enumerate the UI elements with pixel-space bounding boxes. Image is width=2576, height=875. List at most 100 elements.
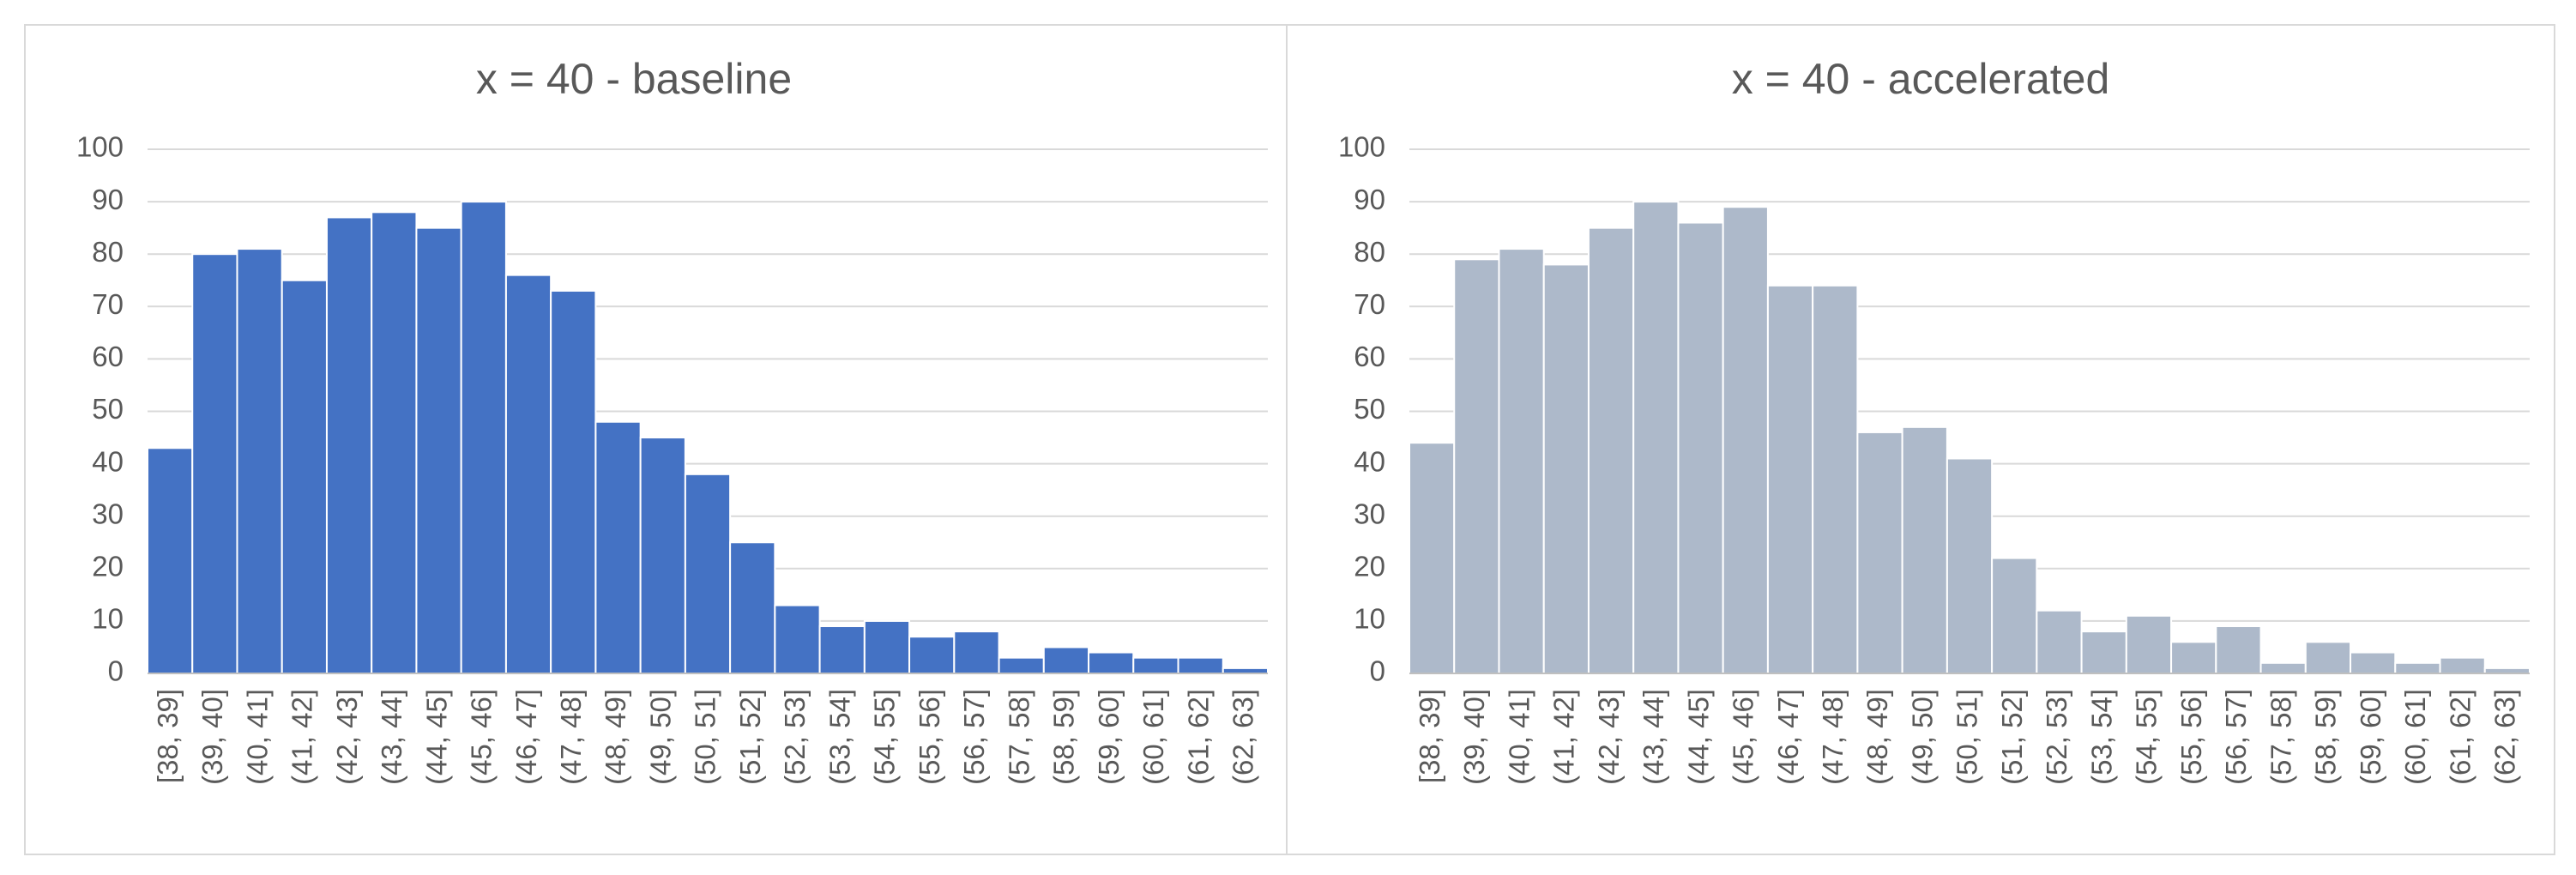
x-tick-label: (55, 56] xyxy=(2175,689,2207,785)
x-tick-label: (52, 53] xyxy=(2041,689,2072,785)
x-tick-label: (46, 47] xyxy=(1772,689,1804,785)
x-tick-label: (41, 42] xyxy=(287,689,318,785)
x-tick-label: (44, 45] xyxy=(420,689,452,785)
bar xyxy=(1722,206,1769,674)
x-tick-label: (56, 57] xyxy=(958,689,990,785)
bar xyxy=(953,631,1000,674)
bar xyxy=(2304,641,2352,675)
bar xyxy=(460,201,507,675)
bar xyxy=(908,636,956,674)
bar xyxy=(504,274,552,674)
x-tick-label: [38, 39] xyxy=(152,689,184,783)
bar xyxy=(2125,614,2173,674)
x-tick-label: (48, 49] xyxy=(600,689,631,785)
y-tick-label: 0 xyxy=(1370,655,1385,687)
bar xyxy=(1042,646,1090,675)
y-tick-label: 30 xyxy=(1354,498,1385,529)
y-tick-label: 10 xyxy=(1354,603,1385,635)
x-tick-label: (57, 58] xyxy=(1003,689,1035,785)
bar xyxy=(2350,651,2397,674)
x-tick-label: (42, 43] xyxy=(1593,689,1625,785)
x-tick-label: (49, 50] xyxy=(644,689,676,785)
bar xyxy=(2394,661,2441,675)
y-tick-label: 50 xyxy=(1354,393,1385,425)
y-tick-label: 80 xyxy=(92,236,124,268)
bar xyxy=(1132,656,1179,674)
x-tick-label: (45, 46] xyxy=(466,689,498,785)
y-tick-label: 70 xyxy=(92,288,124,320)
y-tick-label: 10 xyxy=(92,603,124,635)
x-tick-label: (55, 56] xyxy=(914,689,945,785)
bar xyxy=(1542,263,1590,674)
bar xyxy=(2170,641,2217,675)
bar xyxy=(2259,661,2307,675)
y-tick-label: 40 xyxy=(92,445,124,477)
bar xyxy=(1812,284,1859,674)
bar xyxy=(1587,226,1635,674)
chart-title: x = 40 - baseline xyxy=(476,55,792,103)
bar xyxy=(2080,631,2127,674)
y-tick-label: 90 xyxy=(92,184,124,215)
bar xyxy=(998,656,1045,674)
x-tick-label: (60, 61] xyxy=(1137,689,1169,785)
bar xyxy=(684,473,732,674)
bar xyxy=(1677,221,1724,675)
y-tick-label: 90 xyxy=(1354,184,1385,215)
y-tick-label: 80 xyxy=(1354,236,1385,268)
x-tick-label: (41, 42] xyxy=(1548,689,1580,785)
x-tick-label: (53, 54] xyxy=(823,689,855,785)
x-tick-label: (62, 63] xyxy=(2489,689,2521,785)
y-tick-label: 0 xyxy=(108,655,124,687)
x-tick-label: (52, 53] xyxy=(779,689,811,785)
x-tick-label: (56, 57] xyxy=(2220,689,2252,785)
bar xyxy=(639,437,686,674)
x-tick-label: (54, 55] xyxy=(2131,689,2163,785)
y-tick-label: 60 xyxy=(92,341,124,372)
bar xyxy=(2036,609,2083,674)
x-tick-label: (39, 40] xyxy=(196,689,228,785)
x-tick-label: (42, 43] xyxy=(331,689,363,785)
bar xyxy=(863,619,911,675)
x-tick-label: (50, 51] xyxy=(690,689,721,785)
bar xyxy=(594,420,642,674)
x-tick-label: (57, 58] xyxy=(2265,689,2296,785)
x-tick-label: (58, 59] xyxy=(1048,689,1080,785)
bar xyxy=(1088,651,1135,674)
x-tick-label: (47, 48] xyxy=(555,689,587,785)
x-tick-label: (59, 60] xyxy=(1093,689,1125,785)
bar xyxy=(147,447,194,675)
chart-title: x = 40 - accelerated xyxy=(1732,55,2110,103)
x-tick-label: (40, 41] xyxy=(1503,689,1535,785)
x-tick-label: (51, 52] xyxy=(1996,689,2028,785)
y-tick-label: 20 xyxy=(92,551,124,582)
bar xyxy=(1409,442,1456,674)
y-tick-label: 50 xyxy=(92,393,124,425)
bar xyxy=(371,211,418,674)
bar xyxy=(1632,201,1680,675)
x-tick-label: (61, 62] xyxy=(2444,689,2476,785)
x-tick-label: (58, 59] xyxy=(2310,689,2342,785)
bar xyxy=(550,289,597,674)
bar xyxy=(1498,248,1545,674)
x-tick-label: (50, 51] xyxy=(1952,689,1983,785)
y-tick-label: 70 xyxy=(1354,288,1385,320)
x-tick-label: (51, 52] xyxy=(734,689,766,785)
x-tick-label: (46, 47] xyxy=(510,689,542,785)
bar xyxy=(281,279,328,674)
bar xyxy=(1766,284,1814,674)
y-tick-label: 100 xyxy=(1338,131,1385,163)
y-tick-label: 20 xyxy=(1354,551,1385,582)
y-tick-label: 40 xyxy=(1354,445,1385,477)
bar xyxy=(818,625,866,675)
bar xyxy=(1991,557,2038,675)
bar xyxy=(1946,457,1994,674)
bar xyxy=(1177,656,1224,674)
bar xyxy=(774,604,821,675)
bar xyxy=(1453,258,1500,674)
bar xyxy=(2215,625,2262,675)
x-tick-label: (62, 63] xyxy=(1228,689,1259,785)
x-tick-label: (60, 61] xyxy=(2399,689,2431,785)
y-tick-label: 60 xyxy=(1354,341,1385,372)
bar xyxy=(325,216,373,674)
